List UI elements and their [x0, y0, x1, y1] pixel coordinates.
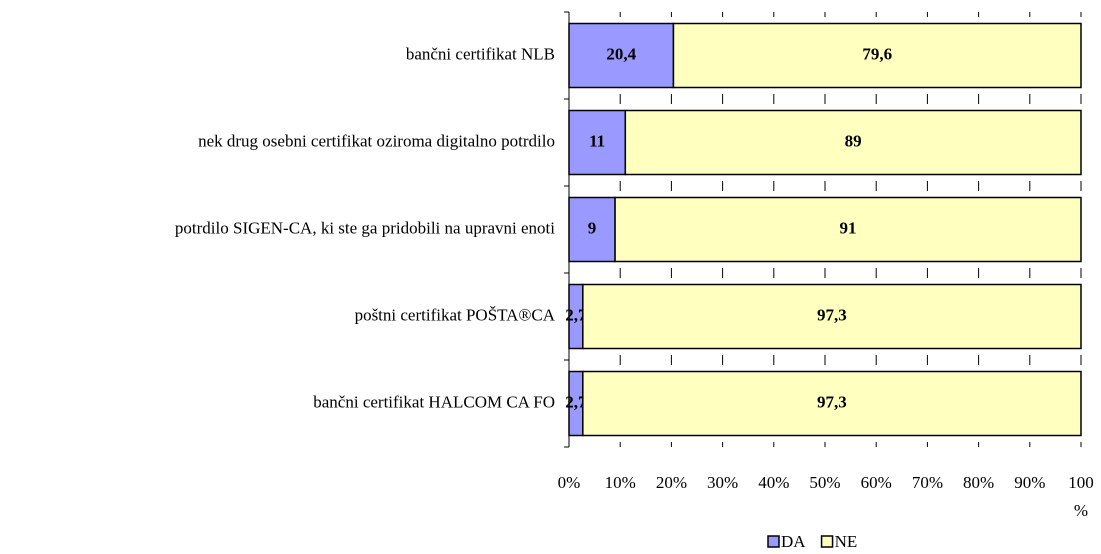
- category-label: nek drug osebni certifikat oziroma digit…: [198, 131, 555, 150]
- data-label: 89: [845, 131, 862, 150]
- legend-swatch: [767, 535, 780, 548]
- category-label: poštni certifikat POŠTA®CA: [355, 305, 556, 324]
- legend-swatch: [820, 535, 834, 548]
- x-tick-label: 20%: [656, 473, 687, 492]
- data-label: 2,7: [565, 305, 587, 324]
- category-label: bančni certifikat HALCOM CA FO: [313, 392, 555, 411]
- bar-segment: [568, 22, 675, 89]
- x-tick-label: 80%: [963, 473, 994, 492]
- data-label: 20,4: [606, 44, 636, 63]
- data-label: 97,3: [817, 392, 847, 411]
- x-tick-label-part: %: [1074, 501, 1088, 520]
- bar-segment: [672, 22, 1082, 89]
- x-tick-label: 90%: [1014, 473, 1045, 492]
- legend-label: NE: [835, 532, 858, 551]
- legend-label: DA: [781, 532, 806, 551]
- data-label: 2,7: [565, 392, 587, 411]
- category-label: potrdilo SIGEN-CA, ki ste ga pridobili n…: [175, 218, 555, 237]
- x-tick-label: 70%: [912, 473, 943, 492]
- bar-segment: [614, 196, 1082, 263]
- x-tick-label: 30%: [707, 473, 738, 492]
- x-tick-label: 100%: [1068, 473, 1094, 520]
- x-tick-label: 10%: [605, 473, 636, 492]
- bar-segment: [624, 109, 1082, 176]
- bar-segment: [582, 370, 1082, 437]
- x-tick-label: 0%: [558, 473, 581, 492]
- data-label: 79,6: [862, 44, 892, 63]
- x-tick-label: 50%: [809, 473, 840, 492]
- bar-segment: [582, 283, 1082, 350]
- x-tick-label: 60%: [861, 473, 892, 492]
- data-label: 11: [589, 131, 605, 150]
- data-label: 91: [840, 218, 857, 237]
- category-label: bančni certifikat NLB: [406, 44, 555, 63]
- data-label: 9: [588, 218, 597, 237]
- data-label: 97,3: [817, 305, 847, 324]
- x-tick-label-part: 100: [1068, 473, 1094, 492]
- x-tick-label: 40%: [758, 473, 789, 492]
